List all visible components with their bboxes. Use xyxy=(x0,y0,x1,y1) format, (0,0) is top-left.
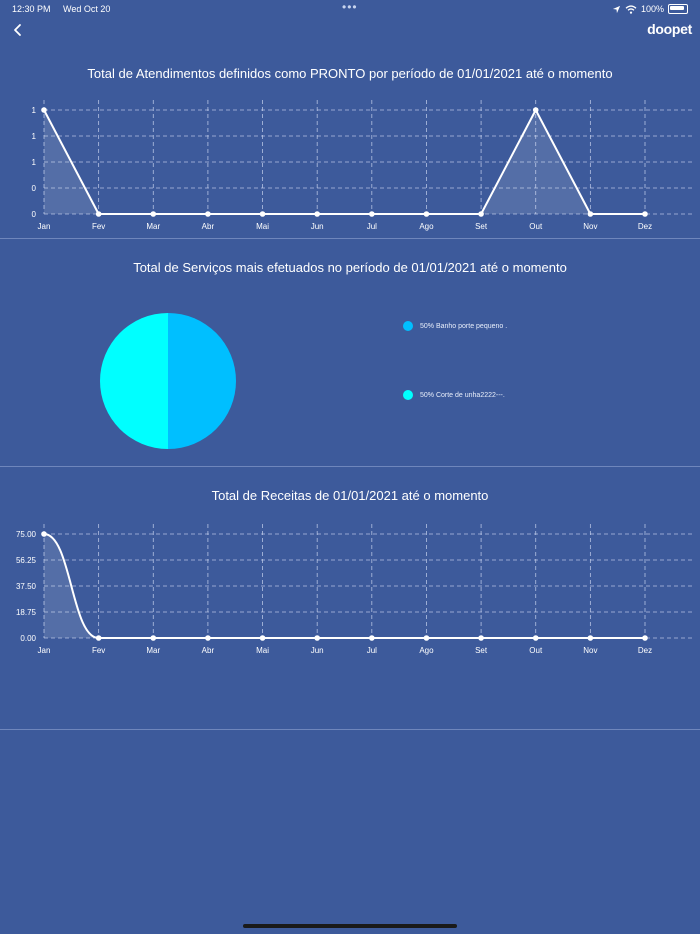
x-tick-label: Mai xyxy=(256,646,269,655)
y-tick-label: 75.00 xyxy=(16,530,37,539)
series-area xyxy=(44,110,645,214)
x-tick-label: Out xyxy=(529,222,543,231)
nav-bar: doopet xyxy=(0,18,700,44)
x-tick-label: Jan xyxy=(38,646,51,655)
y-tick-label: 0.00 xyxy=(20,634,36,643)
y-tick-label: 0 xyxy=(32,184,37,193)
data-point xyxy=(314,211,320,217)
section-divider xyxy=(0,729,700,730)
x-tick-label: Out xyxy=(529,646,543,655)
y-tick-label: 1 xyxy=(32,158,37,167)
x-tick-label: Jan xyxy=(38,222,51,231)
legend-dot-banho xyxy=(403,321,413,331)
data-point xyxy=(205,211,211,217)
data-point xyxy=(150,211,157,217)
data-point xyxy=(41,531,47,537)
data-point xyxy=(150,635,157,641)
pie-slice-2 xyxy=(100,313,168,449)
pie-slice-1 xyxy=(168,313,236,449)
x-tick-label: Dez xyxy=(638,222,652,231)
x-tick-label: Set xyxy=(475,646,488,655)
data-point xyxy=(314,635,320,641)
y-tick-label: 18.75 xyxy=(16,608,37,617)
servicos-chart-title: Total de Serviços mais efetuados no perí… xyxy=(133,260,567,275)
y-tick-label: 1 xyxy=(32,132,37,141)
servicos-pie-chart xyxy=(100,313,236,449)
battery-percent: 100% xyxy=(640,4,664,14)
x-tick-label: Jun xyxy=(311,646,324,655)
x-tick-label: Ago xyxy=(419,646,434,655)
status-date: Wed Oct 20 xyxy=(63,4,111,14)
x-tick-label: Jun xyxy=(311,222,324,231)
battery-icon xyxy=(668,4,688,14)
data-point xyxy=(369,211,375,217)
data-point xyxy=(587,635,594,641)
y-tick-label: 37.50 xyxy=(16,582,37,591)
section-divider xyxy=(0,238,700,239)
data-point xyxy=(205,635,211,641)
y-tick-label: 0 xyxy=(32,210,37,219)
series-line xyxy=(43,533,645,639)
x-tick-label: Fev xyxy=(92,646,105,655)
brand-logo: doopet xyxy=(647,21,692,37)
data-point xyxy=(532,635,539,641)
data-point xyxy=(478,635,484,641)
status-time: 12:30 PM xyxy=(12,4,51,14)
data-point xyxy=(642,211,648,217)
back-chevron-icon[interactable] xyxy=(8,20,28,40)
data-point xyxy=(532,107,539,113)
legend-item-banho: 50% Banho porte pequeno . xyxy=(403,321,507,331)
y-tick-label: 56.25 xyxy=(16,556,37,565)
data-point xyxy=(259,211,266,217)
x-tick-label: Mai xyxy=(256,222,269,231)
data-point xyxy=(369,635,375,641)
data-point xyxy=(95,211,102,217)
x-tick-label: Dez xyxy=(638,646,652,655)
data-point xyxy=(587,211,594,217)
legend-dot-corte xyxy=(403,390,413,400)
location-icon xyxy=(612,5,621,13)
legend-label-corte: 50% Corte de unha2222---. xyxy=(420,391,505,399)
legend-label-banho: 50% Banho porte pequeno . xyxy=(420,322,508,330)
y-tick-label: 1 xyxy=(32,106,37,115)
home-indicator[interactable] xyxy=(243,924,457,928)
legend-item-corte: 50% Corte de unha2222---. xyxy=(403,390,505,400)
x-tick-label: Jul xyxy=(367,222,377,231)
data-point xyxy=(259,635,266,641)
x-tick-label: Nov xyxy=(583,646,597,655)
x-tick-label: Fev xyxy=(92,222,105,231)
wifi-icon xyxy=(625,4,637,14)
x-tick-label: Mar xyxy=(146,646,160,655)
x-tick-label: Abr xyxy=(202,646,215,655)
section-divider xyxy=(0,466,700,467)
series-line xyxy=(43,109,645,215)
x-tick-label: Mar xyxy=(146,222,160,231)
x-tick-label: Ago xyxy=(419,222,434,231)
status-bar: 12:30 PM Wed Oct 20 ••• 100% xyxy=(0,0,700,18)
data-point xyxy=(41,107,47,113)
data-point xyxy=(642,635,648,641)
data-point xyxy=(423,211,430,217)
x-tick-label: Jul xyxy=(367,646,377,655)
receitas-chart-title: Total de Receitas de 01/01/2021 até o mo… xyxy=(211,488,489,503)
data-point xyxy=(423,635,430,641)
series-area xyxy=(44,534,645,638)
x-tick-label: Set xyxy=(475,222,488,231)
x-tick-label: Nov xyxy=(583,222,597,231)
x-tick-label: Abr xyxy=(202,222,215,231)
data-point xyxy=(478,211,484,217)
multitasking-dots-icon[interactable]: ••• xyxy=(342,0,358,14)
atendimentos-chart-title: Total de Atendimentos definidos como PRO… xyxy=(87,66,613,81)
data-point xyxy=(95,635,102,641)
